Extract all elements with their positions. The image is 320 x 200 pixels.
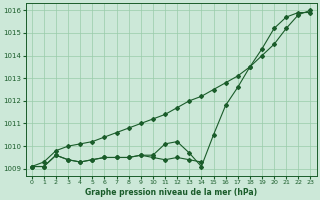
X-axis label: Graphe pression niveau de la mer (hPa): Graphe pression niveau de la mer (hPa) bbox=[85, 188, 257, 197]
